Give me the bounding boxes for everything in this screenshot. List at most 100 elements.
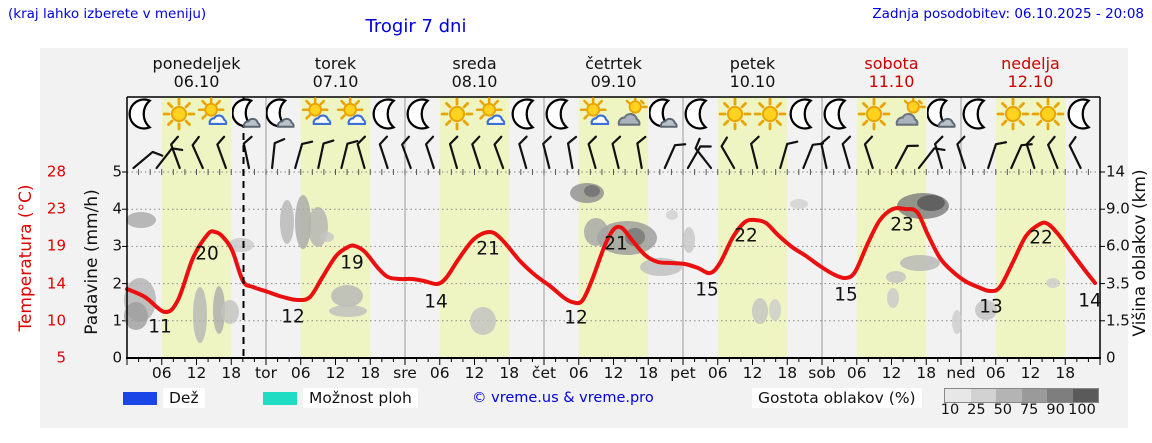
temperature-value-label: 15 [834,284,858,306]
day-date: 08.10 [451,72,498,91]
cloud-height-tick-label: 6.0 [1106,236,1130,255]
wind-barb [493,135,505,170]
temperature-value-label: 20 [195,243,219,265]
x-tick-label: 18 [360,364,381,382]
wind-barb [1068,135,1082,170]
wind-barb [820,135,831,170]
density-gradient-segment [970,389,996,402]
x-tick-label: sre [393,364,417,382]
weather-icon-moon [788,97,822,131]
x-tick-label: 18 [638,364,659,382]
weather-icon-sun-cloud [475,97,509,131]
cloud-blob [280,200,294,244]
wind-barb [636,135,647,170]
wind-barb [802,142,825,170]
wind-barb [356,135,366,170]
x-tick-label: 18 [221,364,242,382]
day-name: ponedeljek [152,54,241,73]
cloud-height-tick-label: 9.0 [1106,199,1130,218]
weather-icon-sun-cloud [197,97,231,131]
x-tick-label: čet [531,364,557,382]
cloud-blob [790,199,808,209]
density-gradient-segment [1021,389,1047,402]
weather-icon-sun-cloud [579,97,613,131]
temperature-curve [125,206,1097,315]
last-update-text: Zadnja posodobitev: 06.10.2025 - 20:08 [872,6,1144,22]
x-tick-label: 12 [186,364,207,382]
x-tick-label: 18 [499,364,520,382]
cloud-blob [952,310,962,334]
wind-barb [587,135,597,170]
x-tick-label: tor [255,364,277,382]
temperature-value-label: 12 [564,307,588,329]
wind-barb [956,135,967,170]
day-name: torek [314,54,357,73]
wind-barb [841,135,852,170]
x-tick-label: 06 [429,364,450,382]
day-date: 06.10 [173,72,220,91]
temperature-value-label: 14 [424,291,448,313]
x-tick-label: 06 [846,364,867,382]
cloud-blob [331,285,363,307]
wind-barb [448,135,459,170]
wind-barb [424,135,435,170]
precip-tick-label: 0 [112,348,122,367]
temperature-value-label: 12 [281,306,305,328]
cloud-blob [295,195,311,249]
temp-tick-label: 14 [46,274,66,293]
weather-icon-sun-cloud [301,97,335,131]
x-tick-label: 06 [707,364,728,382]
weather-icon-moon [127,97,161,131]
wind-barb [216,135,227,170]
cloud-blob [320,232,334,242]
wind-barb [271,138,286,170]
precip-tick-label: 3 [112,236,122,255]
wind-barb [191,135,204,170]
wind-barb [720,136,736,170]
wind-barb [1047,135,1059,170]
wind-barb [779,140,799,170]
x-tick-label: 06 [985,364,1006,382]
cloud-blob [126,212,156,228]
weather-icon-moon [1066,97,1100,131]
weather-icon-sun [440,97,474,131]
cloud-blob [886,271,906,283]
cloud-height-tick-label: 0 [1106,348,1116,367]
day-date: 10.10 [729,72,776,91]
wind-barb [378,135,389,170]
wind-barb [694,137,713,170]
density-tick-label: 50 [993,402,1013,418]
day-date: 07.10 [312,72,359,91]
precip-tick-label: 5 [112,162,122,181]
page-title: Trogir 7 dni [365,16,467,37]
wind-barb [242,135,253,170]
wind-barb [401,135,412,170]
wind-barb [317,139,335,170]
wind-barb [1010,143,1033,170]
weather-icon-moon [683,97,717,131]
x-tick-label: 12 [742,364,763,382]
wind-barb [471,135,482,170]
temp-tick-label: 19 [46,236,66,255]
wind-barb [294,140,314,170]
temperature-value-label: 21 [604,233,628,255]
x-tick-label: 18 [777,364,798,382]
x-tick-label: 18 [1055,364,1076,382]
showers-legend-label: Možnost ploh [303,388,418,408]
density-gradient-segment [996,389,1022,402]
cloud-blob [625,228,645,246]
temperature-axis-label: Temperatura (°C) [16,184,36,332]
weather-icon-cloud-sun [614,97,648,131]
wind-barb [894,144,919,170]
x-tick-label: 06 [290,364,311,382]
cloud-height-tick-label: 14 [1106,162,1126,181]
wind-barb [750,135,760,170]
cloud-blob [470,307,496,335]
weather-icon-moon [822,97,856,131]
cloud-blob [917,195,945,211]
cloud-blob [329,305,367,317]
cloud-blob [683,227,695,253]
temp-tick-label: 10 [46,311,66,330]
cloud-blob [666,210,678,220]
